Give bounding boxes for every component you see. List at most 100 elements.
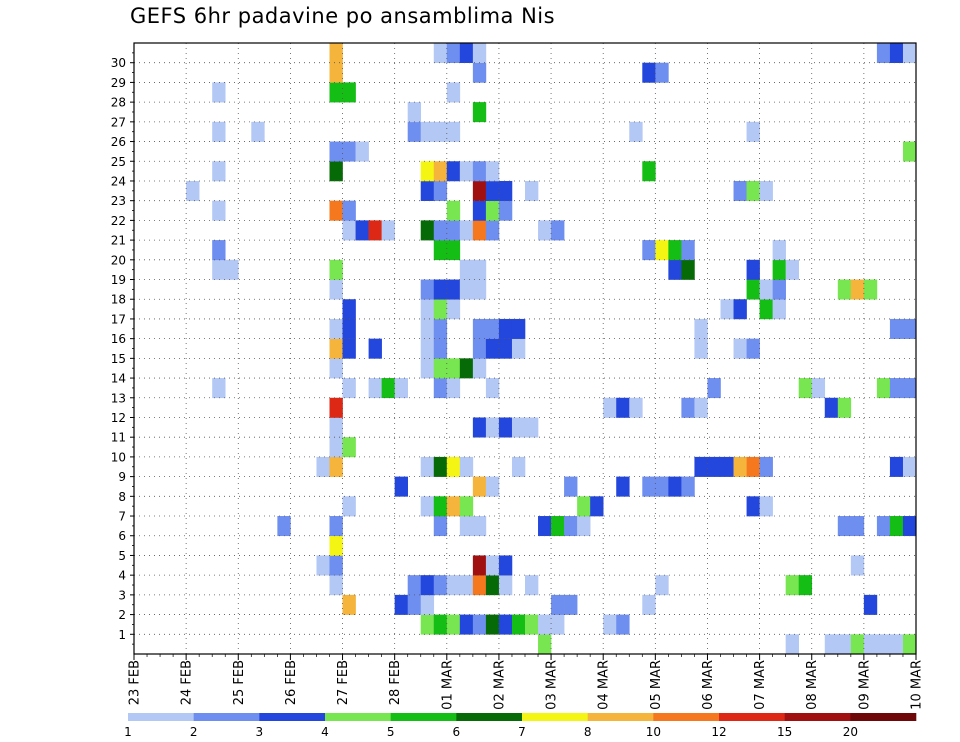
heatmap-cell: [733, 338, 747, 359]
heatmap-cell: [472, 516, 487, 537]
heatmap-cell: [329, 259, 343, 280]
colorbar: 1 2 3 4 5 6 7 8 10 12 15 20: [124, 713, 917, 739]
heatmap-cell: [616, 476, 630, 497]
heatmap-cell: [876, 634, 891, 655]
y-tick-label: 18: [111, 293, 126, 307]
heatmap-cell: [681, 240, 695, 261]
heatmap-cell: [655, 240, 669, 261]
heatmap-cell: [707, 456, 721, 477]
y-tick-label: 28: [111, 96, 126, 110]
y-tick-label: 27: [111, 115, 126, 129]
heatmap-cell: [746, 180, 760, 201]
heatmap-cell: [368, 378, 382, 399]
heatmap-cell: [342, 338, 356, 359]
heatmap-cell: [446, 496, 461, 517]
y-tick-label: 8: [118, 490, 126, 504]
heatmap-cell: [642, 476, 656, 497]
heatmap-cell: [472, 318, 487, 339]
y-tick-label: 7: [118, 510, 126, 524]
heatmap-cell: [498, 180, 513, 201]
heatmap-cell: [329, 456, 343, 477]
heatmap-cell: [889, 43, 904, 64]
heatmap-cell: [590, 496, 604, 517]
heatmap-cell: [459, 358, 474, 379]
heatmap-cell: [525, 180, 539, 201]
heatmap-cell: [655, 62, 669, 83]
heatmap-cell: [342, 141, 356, 162]
y-tick-label: 6: [118, 529, 126, 543]
heatmap-cell: [720, 456, 734, 477]
heatmap-cell: [420, 318, 435, 339]
heatmap-cell: [225, 259, 239, 280]
colorbar-label: 1: [124, 725, 132, 739]
heatmap-cell: [863, 634, 878, 655]
y-tick-label: 4: [118, 569, 126, 583]
x-tick-label: 06 MAR: [701, 660, 716, 710]
y-tick-label: 11: [111, 431, 126, 445]
x-tick-label: 28 FEB: [388, 660, 403, 705]
heatmap-cell: [446, 200, 461, 221]
heatmap-cell: [342, 496, 356, 517]
heatmap-cell: [420, 338, 435, 359]
heatmap-cell: [329, 141, 343, 162]
heatmap-cell: [902, 43, 917, 64]
heatmap-cell: [668, 476, 682, 497]
heatmap-cell: [668, 259, 682, 280]
heatmap-cell: [433, 575, 448, 596]
colorbar-label: 20: [843, 725, 858, 739]
heatmap-cell: [694, 338, 708, 359]
heatmap-cell: [212, 378, 226, 399]
heatmap-cell: [746, 456, 760, 477]
heatmap-cell: [472, 259, 487, 280]
heatmap-cell: [850, 634, 865, 655]
heatmap-cell: [329, 358, 343, 379]
heatmap-cell: [551, 614, 565, 635]
heatmap-cell: [342, 220, 356, 241]
heatmap-cell: [212, 161, 226, 182]
heatmap-cell: [694, 456, 708, 477]
heatmap-cell: [511, 318, 526, 339]
heatmap-cell: [485, 338, 500, 359]
heatmap-cell: [212, 121, 226, 142]
heatmap-cell: [446, 358, 461, 379]
heatmap-cell: [329, 62, 343, 83]
heatmap-cell: [433, 299, 448, 320]
heatmap-cell: [420, 594, 435, 615]
heatmap-cell: [329, 43, 343, 64]
heatmap-cell: [902, 634, 917, 655]
heatmap-cell: [472, 614, 487, 635]
heatmap-cell: [459, 161, 474, 182]
heatmap-cell: [759, 299, 773, 320]
heatmap-cell: [472, 43, 487, 64]
heatmap-cell: [772, 240, 786, 261]
heatmap-cell: [902, 456, 917, 477]
colorbar-label: 15: [777, 725, 792, 739]
x-tick-label: 10 MAR: [910, 660, 925, 710]
colorbar-swatch: [653, 713, 720, 721]
heatmap-cell: [551, 220, 565, 241]
heatmap-cell: [746, 121, 760, 142]
heatmap-cell: [212, 240, 226, 261]
heatmap-cell: [472, 200, 487, 221]
colorbar-swatch: [193, 713, 260, 721]
heatmap-cell: [472, 358, 487, 379]
colorbar-label: 12: [711, 725, 726, 739]
colorbar-label: 7: [518, 725, 526, 739]
heatmap-cell: [511, 338, 526, 359]
heatmap-cell: [368, 220, 382, 241]
heatmap-cell: [902, 378, 917, 399]
heatmap-cell: [902, 318, 917, 339]
y-tick-label: 26: [111, 135, 126, 149]
heatmap-cell: [472, 161, 487, 182]
heatmap-cell: [420, 496, 435, 517]
heatmap-cell: [329, 279, 343, 300]
heatmap-cell: [694, 318, 708, 339]
heatmap-cell: [186, 180, 200, 201]
heatmap-cell: [446, 378, 461, 399]
y-tick-label: 1: [118, 628, 126, 642]
colorbar-swatch: [390, 713, 457, 721]
heatmap-cell: [629, 121, 643, 142]
heatmap-cell: [433, 378, 448, 399]
heatmap-cell: [837, 397, 852, 418]
